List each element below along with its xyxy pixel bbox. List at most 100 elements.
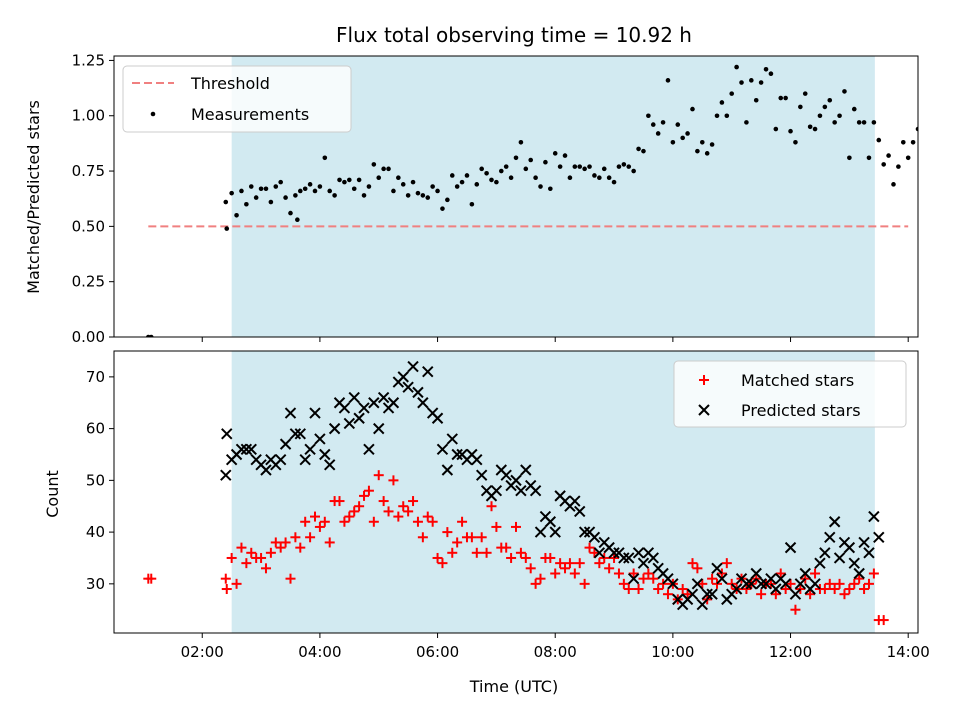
matched-star-point	[368, 516, 379, 527]
predicted-star-point	[431, 412, 444, 424]
measurement-point	[474, 182, 480, 187]
predicted-star-point	[309, 407, 321, 419]
matched-star-point	[790, 604, 801, 615]
top-y-tick-label: 0.50	[72, 217, 105, 235]
matched-star-point	[834, 578, 845, 589]
measurement-point	[351, 186, 357, 192]
measurement-point	[744, 120, 749, 125]
measurement-point	[396, 175, 401, 180]
matched-star-point	[618, 578, 629, 589]
predicted-star-point	[338, 402, 351, 414]
measurement-point	[410, 179, 416, 185]
predicted-star-point	[779, 578, 792, 590]
predicted-star-point	[417, 397, 429, 409]
top-y-tick-label: 0.25	[72, 273, 105, 291]
legend-measurements-swatch	[150, 111, 156, 117]
legend-matched-swatch	[699, 375, 709, 385]
matched-star-point	[220, 573, 231, 584]
matched-star-point	[437, 558, 448, 569]
measurement-point	[400, 182, 406, 187]
measurement-point	[577, 164, 583, 169]
predicted-star-point	[843, 541, 856, 554]
measurement-point	[381, 166, 386, 172]
measurement-point	[631, 168, 636, 174]
predicted-star-point	[490, 484, 503, 497]
legend-box	[673, 360, 907, 428]
matched-star-point	[545, 552, 556, 563]
matched-star-point	[697, 578, 708, 589]
predicted-star-point	[770, 583, 782, 595]
legend-box	[122, 65, 352, 133]
matched-star-point	[146, 573, 157, 584]
measurement-point	[729, 91, 735, 96]
matched-star-point	[785, 578, 796, 589]
measurement-point	[464, 173, 470, 178]
predicted-star-point	[407, 360, 419, 373]
measurement-point	[670, 139, 676, 145]
matched-star-point	[712, 578, 722, 589]
matched-star-point	[579, 578, 590, 589]
measurement-point	[459, 179, 465, 185]
matched-star-point	[241, 558, 252, 569]
measurement-point	[621, 162, 627, 167]
predicted-star-point	[789, 588, 802, 600]
measurement-point	[469, 201, 475, 207]
predicted-star-point	[627, 572, 640, 585]
top-y-tick-label: 0.00	[72, 328, 105, 346]
measurement-point	[263, 186, 269, 192]
measurement-point	[538, 184, 543, 189]
bottom-y-tick-label: 70	[86, 368, 105, 386]
predicted-star-point	[520, 464, 532, 476]
matched-star-point	[324, 537, 335, 548]
matched-star-point	[658, 578, 669, 589]
measurement-point	[454, 184, 460, 189]
predicted-star-point	[745, 578, 758, 590]
predicted-star-point	[544, 516, 557, 528]
measurement-point	[851, 106, 857, 112]
measurement-point	[435, 188, 440, 194]
matched-star-point	[481, 547, 492, 558]
predicted-star-point	[353, 412, 365, 424]
matched-star-point	[800, 573, 811, 584]
measurement-point	[258, 186, 264, 192]
matched-star-point	[599, 552, 610, 563]
matched-star-point	[310, 511, 320, 522]
predicted-star-point	[784, 541, 797, 554]
predicted-star-point	[475, 469, 488, 481]
predicted-star-point	[701, 588, 713, 600]
measurement-point	[273, 184, 279, 189]
measurement-point	[415, 190, 421, 196]
matched-star-point	[653, 584, 664, 595]
matched-star-point	[305, 532, 316, 543]
measurement-point	[253, 195, 259, 200]
predicted-star-point	[868, 510, 880, 523]
measurement-point	[646, 113, 651, 119]
predicted-star-point	[260, 464, 272, 476]
matched-star-point	[412, 516, 423, 527]
measurement-point	[753, 97, 759, 103]
matched-star-point	[795, 584, 806, 595]
measurement-point	[891, 182, 896, 187]
predicted-star-point	[529, 484, 542, 497]
matched-star-point	[442, 527, 453, 538]
measurement-point	[665, 78, 671, 83]
measurement-point	[528, 157, 534, 163]
measurement-point	[592, 173, 597, 178]
predicted-star-point	[765, 572, 777, 585]
measurement-point	[675, 122, 681, 127]
top-y-tick-label: 1.25	[72, 51, 105, 69]
matched-star-point	[314, 521, 325, 532]
matched-star-point	[260, 563, 271, 574]
bottom-axes-frame	[113, 350, 919, 634]
measurement-point	[847, 155, 852, 161]
x-tick-label: 04:00	[298, 643, 341, 661]
predicted-star-point	[436, 443, 449, 456]
measurement-point	[278, 179, 283, 185]
measurement-point	[449, 173, 455, 178]
measurement-point	[714, 113, 720, 119]
matched-star-point	[236, 542, 247, 553]
matched-star-point	[354, 501, 365, 512]
measurement-point	[856, 120, 862, 125]
predicted-star-point	[446, 433, 458, 445]
matched-star-point	[829, 584, 840, 595]
